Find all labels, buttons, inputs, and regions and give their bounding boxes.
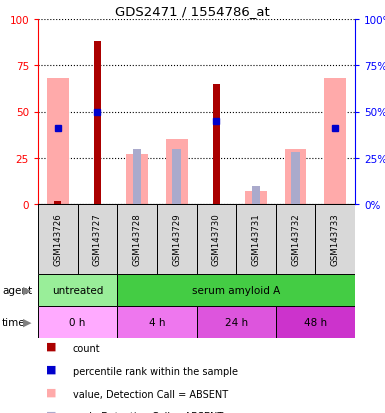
Text: 24 h: 24 h [224,317,248,327]
Text: untreated: untreated [52,285,103,295]
Bar [285,149,306,204]
Bar [236,204,276,274]
Text: 4 h: 4 h [149,317,165,327]
Text: percentile rank within the sample: percentile rank within the sample [73,366,238,376]
Bar [133,149,141,204]
Bar [276,306,355,338]
Bar [38,204,78,274]
Bar [291,153,300,204]
Text: value, Detection Call = ABSENT: value, Detection Call = ABSENT [73,389,228,399]
Text: GSM143727: GSM143727 [93,213,102,266]
Bar [157,204,196,274]
Bar [172,149,181,204]
Bar [315,204,355,274]
Bar [251,186,260,204]
Text: GDS2471 / 1554786_at: GDS2471 / 1554786_at [115,5,270,18]
Text: ■: ■ [46,364,56,374]
Text: ■: ■ [46,387,56,396]
Text: rank, Detection Call = ABSENT: rank, Detection Call = ABSENT [73,411,223,413]
Bar [126,155,148,204]
Text: GSM143731: GSM143731 [251,213,260,266]
Bar [276,204,315,274]
Text: GSM143728: GSM143728 [132,213,142,266]
Text: ▶: ▶ [23,285,31,295]
Bar [47,79,69,204]
Text: GSM143733: GSM143733 [331,213,340,266]
Text: GSM143732: GSM143732 [291,213,300,266]
Bar [196,204,236,274]
Text: count: count [73,343,100,353]
Text: GSM143726: GSM143726 [53,213,62,266]
Text: 0 h: 0 h [69,317,86,327]
Bar [54,202,61,204]
Bar [94,42,101,204]
Bar [166,140,187,204]
Bar [38,306,117,338]
Text: time: time [2,317,25,327]
Bar [78,204,117,274]
Text: 48 h: 48 h [304,317,327,327]
Bar [117,204,157,274]
Bar [245,192,267,204]
Bar [117,306,196,338]
Text: agent: agent [2,285,32,295]
Text: ■: ■ [46,341,56,351]
Text: GSM143730: GSM143730 [212,213,221,266]
Bar [324,79,346,204]
Bar [38,274,117,306]
Text: GSM143729: GSM143729 [172,213,181,266]
Bar [117,274,355,306]
Text: ▶: ▶ [23,317,31,327]
Text: serum amyloid A: serum amyloid A [192,285,280,295]
Bar [213,85,220,204]
Text: ■: ■ [46,409,56,413]
Bar [196,306,276,338]
